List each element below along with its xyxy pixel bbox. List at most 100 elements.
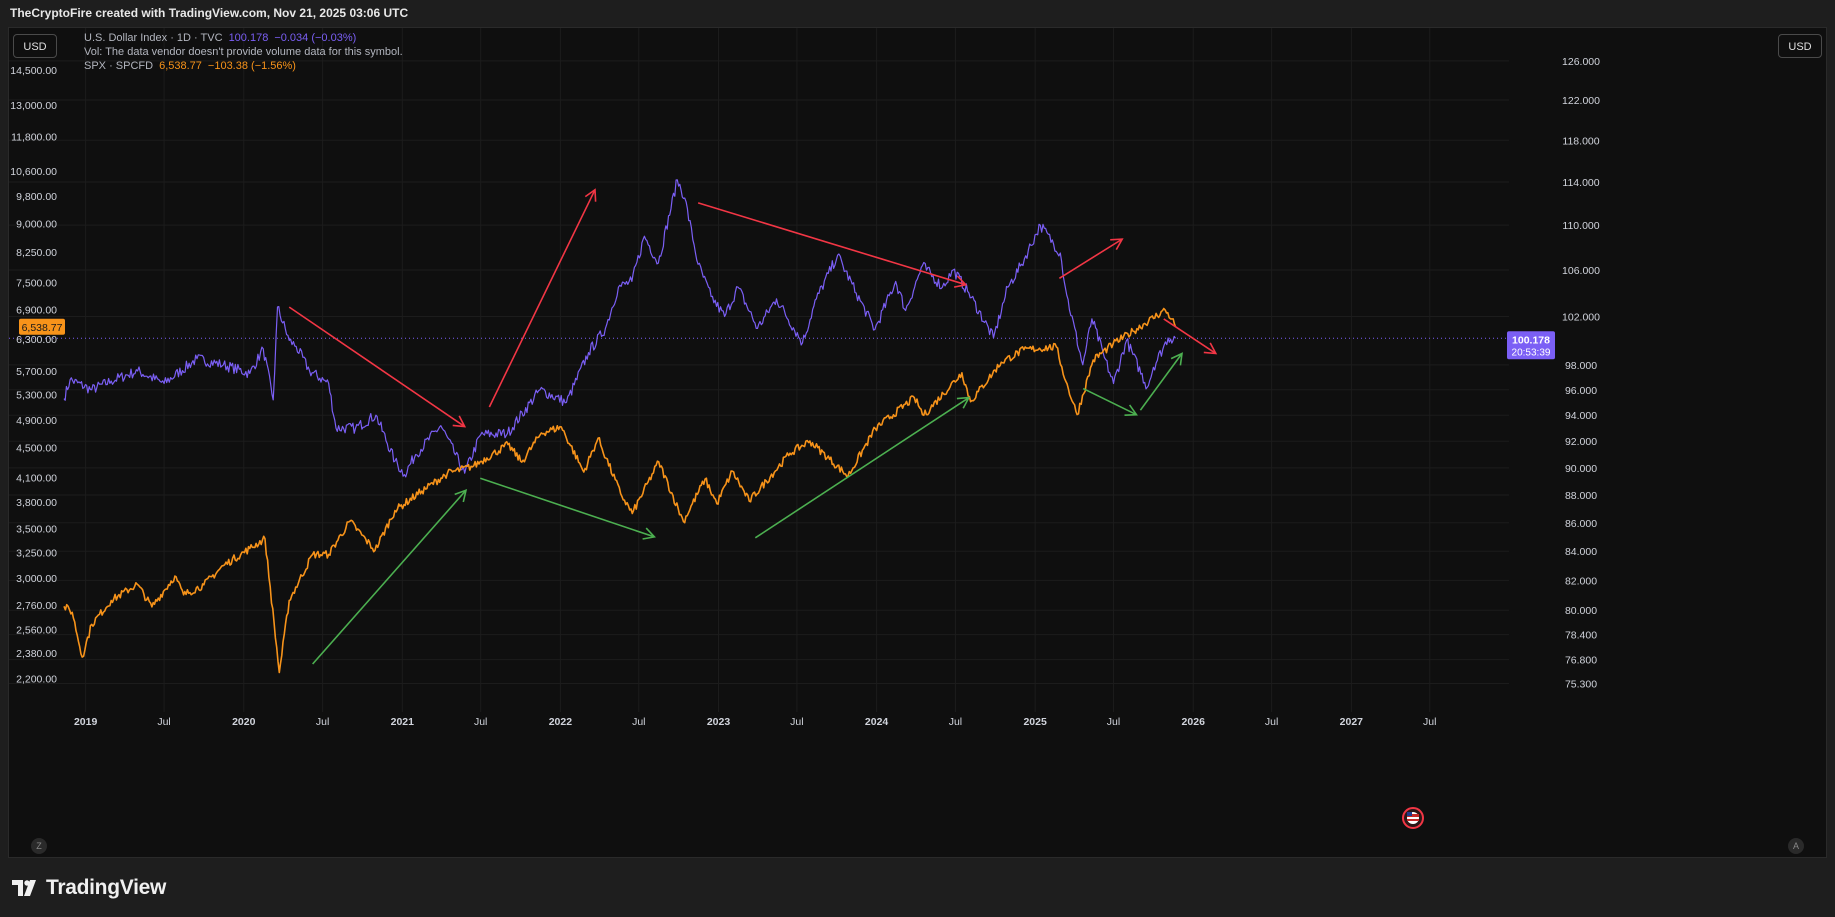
spx-price-badge-label: 6,538.77 bbox=[22, 322, 63, 334]
left-axis-tick-label: 4,100.00 bbox=[16, 472, 57, 484]
right-axis-tick-label: 84.000 bbox=[1565, 546, 1597, 558]
red-trend-arrow[interactable] bbox=[697, 202, 968, 288]
dxy-price-badge-label: 100.178 bbox=[1512, 334, 1550, 346]
series-layer bbox=[63, 179, 1177, 674]
arrow-shaft bbox=[1058, 238, 1123, 279]
arrow-head bbox=[953, 275, 968, 288]
left-axis-tick-label: 5,300.00 bbox=[16, 390, 57, 402]
time-axis-tick-label: Jul bbox=[1423, 716, 1436, 728]
green-trend-arrow[interactable] bbox=[1082, 387, 1138, 416]
time-axis-tick-label: Jul bbox=[949, 716, 962, 728]
arrow-head bbox=[642, 527, 656, 540]
chart-title: TheCryptoFire created with TradingView.c… bbox=[10, 6, 409, 20]
right-axis-tick-label: 98.000 bbox=[1565, 360, 1597, 372]
tradingview-logo-icon bbox=[12, 880, 36, 896]
tradingview-logo[interactable]: TradingView bbox=[12, 874, 166, 902]
left-axis-tick-label: 3,500.00 bbox=[16, 523, 57, 535]
left-axis-tick-label: 6,900.00 bbox=[16, 304, 57, 316]
right-axis-tick-label: 118.000 bbox=[1562, 135, 1599, 147]
arrow-head bbox=[454, 489, 468, 503]
left-axis-tick-label: 2,560.00 bbox=[16, 624, 57, 636]
left-axis-tick-label: 3,000.00 bbox=[16, 573, 57, 585]
right-axis-tick-label: 86.000 bbox=[1565, 518, 1597, 530]
right-axis-tick-label: 75.300 bbox=[1565, 678, 1597, 690]
currency-button-left[interactable]: USD bbox=[13, 34, 57, 58]
left-axis-tick-label: 3,250.00 bbox=[16, 547, 57, 559]
right-axis-tick-label: 102.000 bbox=[1562, 311, 1600, 323]
left-axis-tick-label: 8,250.00 bbox=[16, 247, 57, 259]
arrow-head bbox=[1170, 352, 1183, 366]
right-axis-tick-label: 94.000 bbox=[1565, 410, 1597, 422]
right-axis-tick-label: 114.000 bbox=[1562, 177, 1599, 189]
legend-dxy-price: 100.178 bbox=[228, 32, 269, 44]
legend-dxy-name: U.S. Dollar Index · 1D · TVC bbox=[84, 32, 223, 44]
legend-dxy[interactable]: U.S. Dollar Index · 1D · TVC 100.178 −0.03… bbox=[84, 32, 356, 44]
right-axis-tick-label: 92.000 bbox=[1565, 436, 1597, 448]
green-trend-arrow[interactable] bbox=[754, 396, 971, 539]
time-axis-tick-label: 2025 bbox=[1023, 716, 1047, 728]
arrow-shaft bbox=[1139, 353, 1183, 411]
dxy-countdown-label: 20:53:39 bbox=[1512, 347, 1551, 358]
right-axis-tick-label: 88.000 bbox=[1565, 490, 1597, 502]
legend-spx-price: 6,538.77 bbox=[159, 60, 202, 72]
red-trend-arrow[interactable] bbox=[1163, 318, 1218, 355]
arrow-head bbox=[1110, 238, 1124, 250]
tradingview-logo-text: TradingView bbox=[46, 876, 167, 899]
time-axis-tick-label: 2026 bbox=[1182, 716, 1206, 728]
right-price-axis: 126.000 122.000 118.000 114.000 110.000 106.0… bbox=[1562, 56, 1600, 691]
left-axis-tick-label: 14,500.00 bbox=[10, 65, 57, 77]
left-axis-tick-label: 4,900.00 bbox=[16, 415, 57, 427]
arrow-head bbox=[584, 188, 597, 202]
left-axis-tick-label: 7,500.00 bbox=[16, 278, 57, 290]
red-trend-arrow[interactable] bbox=[1058, 238, 1124, 279]
left-axis-tick-label: 13,000.00 bbox=[10, 100, 57, 112]
arrow-shaft bbox=[1163, 318, 1217, 355]
arrow-shaft bbox=[697, 202, 967, 286]
legend-volume-text: Vol: The data vendor doesn't provide vol… bbox=[84, 46, 403, 58]
chart-area[interactable]: 14,500.00 13,000.00 11,800.00 10,600.00 9,80… bbox=[8, 27, 1827, 858]
footer: TradingView bbox=[0, 858, 1835, 917]
grid bbox=[9, 28, 1509, 712]
zoom-button[interactable]: Z bbox=[31, 838, 47, 854]
dxy-price-badge bbox=[1507, 331, 1555, 360]
left-axis-tick-label: 5,700.00 bbox=[16, 366, 57, 378]
green-trend-arrow[interactable] bbox=[312, 489, 468, 665]
spx-series-line[interactable] bbox=[63, 307, 1177, 674]
arrow-shaft bbox=[1082, 387, 1137, 416]
time-axis-tick-label: 2023 bbox=[707, 716, 731, 728]
right-axis-tick-label: 96.000 bbox=[1565, 385, 1597, 397]
red-trend-arrow[interactable] bbox=[488, 188, 597, 408]
left-axis-tick-label: 11,800.00 bbox=[11, 131, 57, 143]
arrow-shaft bbox=[312, 489, 467, 665]
left-axis-tick-label: 3,800.00 bbox=[16, 497, 57, 509]
currency-button-right[interactable]: USD bbox=[1778, 34, 1822, 58]
time-axis-tick-label: Jul bbox=[632, 716, 645, 728]
arrow-head bbox=[1124, 404, 1138, 416]
green-trend-arrow[interactable] bbox=[480, 477, 656, 540]
legend-spx[interactable]: SPX · SPCFD 6,538.77 −103.38 (−1.56%) bbox=[84, 60, 296, 72]
right-axis-tick-label: 126.000 bbox=[1562, 56, 1600, 68]
time-axis-tick-label: Jul bbox=[790, 716, 803, 728]
time-axis-tick-label: 2019 bbox=[74, 716, 98, 728]
legend-dxy-change: −0.034 (−0.03%) bbox=[274, 32, 357, 44]
dxy-series-line[interactable] bbox=[63, 179, 1176, 478]
green-trend-arrow[interactable] bbox=[1139, 352, 1183, 411]
auto-scale-button[interactable]: A bbox=[1788, 838, 1804, 854]
time-axis-tick-label: 2020 bbox=[232, 716, 256, 728]
left-axis-tick-label: 6,300.00 bbox=[16, 334, 57, 346]
left-axis-tick-label: 2,760.00 bbox=[16, 600, 57, 612]
red-trend-arrow[interactable] bbox=[288, 306, 467, 428]
us-flag-event-icon[interactable] bbox=[1402, 807, 1424, 829]
drawing-arrows bbox=[288, 188, 1218, 665]
arrow-head bbox=[1203, 342, 1218, 355]
right-axis-tick-label: 122.000 bbox=[1562, 95, 1600, 107]
price-chart[interactable]: 14,500.00 13,000.00 11,800.00 10,600.00 9,80… bbox=[9, 28, 1828, 859]
right-axis-tick-label: 76.800 bbox=[1565, 655, 1597, 667]
time-axis-tick-label: Jul bbox=[1265, 716, 1278, 728]
time-axis-tick-label: Jul bbox=[157, 716, 170, 728]
arrow-shaft bbox=[488, 189, 596, 408]
arrow-shaft bbox=[480, 477, 655, 538]
left-axis-tick-label: 2,380.00 bbox=[16, 648, 57, 660]
arrow-head bbox=[452, 415, 467, 428]
